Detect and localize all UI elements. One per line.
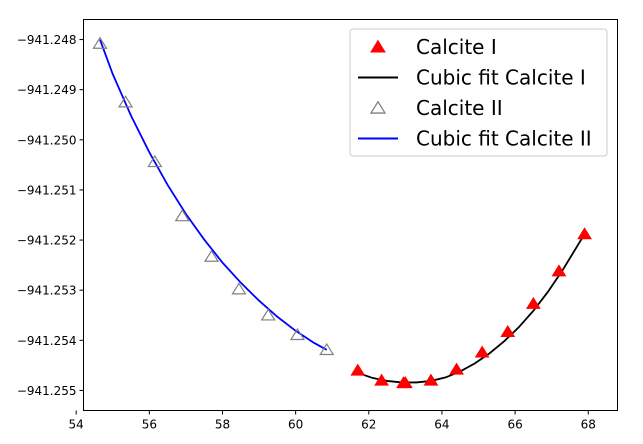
legend-label: Cubic fit Calcite I (416, 66, 586, 90)
y-tick-label: −941.253 (17, 284, 77, 298)
x-axis: 54 56 58 60 62 64 66 68 (69, 410, 596, 432)
legend-label: Cubic fit Calcite II (416, 127, 592, 151)
calcite-ii-point (319, 342, 335, 356)
series-lines (99, 39, 586, 384)
y-axis: −941.248 −941.249 −941.250 −941.251 −941.252… (17, 33, 84, 398)
calcite-ii-point (231, 282, 247, 295)
y-tick-label: −941.252 (17, 234, 77, 248)
legend-marker-swatch (370, 39, 386, 53)
x-tick-label: 62 (361, 418, 376, 432)
calcite-ii-point (117, 95, 134, 108)
calcite-i-point (397, 376, 413, 389)
calcite-i-point (551, 264, 567, 277)
calcite-i-point (423, 373, 439, 386)
x-tick-label: 68 (581, 418, 596, 432)
calcite-ii-point (147, 154, 163, 168)
legend-box (349, 28, 608, 157)
series-points (92, 36, 592, 389)
calcite-i-point (500, 324, 516, 337)
legend-marker-swatch (369, 100, 387, 114)
cubic-fit-calcite-i-line (357, 233, 586, 384)
x-tick-label: 56 (142, 418, 157, 432)
y-tick-label: −941.248 (17, 33, 77, 47)
calcite-i-point (525, 296, 541, 309)
legend-label: Calcite I (416, 35, 497, 59)
legend-label: Calcite II (416, 96, 503, 120)
calcite-i-point (449, 362, 464, 375)
calcite-ii-point (174, 209, 190, 222)
y-tick-label: −941.251 (17, 183, 77, 197)
y-tick-label: −941.249 (17, 83, 77, 97)
calcite-i-point (577, 227, 592, 240)
y-tick-label: −941.250 (17, 133, 77, 147)
plot-frame (83, 19, 618, 411)
y-tick-label: −941.254 (17, 334, 77, 348)
x-tick-label: 60 (288, 418, 303, 432)
y-tick-label: −941.255 (17, 384, 77, 398)
x-tick-label: 58 (215, 418, 230, 432)
calcite-i-point (374, 373, 389, 386)
calcite-ii-point (289, 327, 306, 341)
x-tick-label: 64 (434, 418, 449, 432)
calcite-ii-point (203, 249, 220, 262)
x-tick-label: 66 (507, 418, 522, 432)
calcite-i-point (350, 363, 366, 376)
legend: Calcite I Cubic fit Calcite I Calcite II Cu… (349, 28, 608, 157)
calcite-i-point (474, 345, 490, 358)
x-tick-label: 54 (69, 418, 84, 432)
calcite-ii-point (92, 36, 108, 49)
cubic-fit-calcite-ii-line (99, 39, 328, 351)
calcite-ii-point (260, 308, 276, 321)
